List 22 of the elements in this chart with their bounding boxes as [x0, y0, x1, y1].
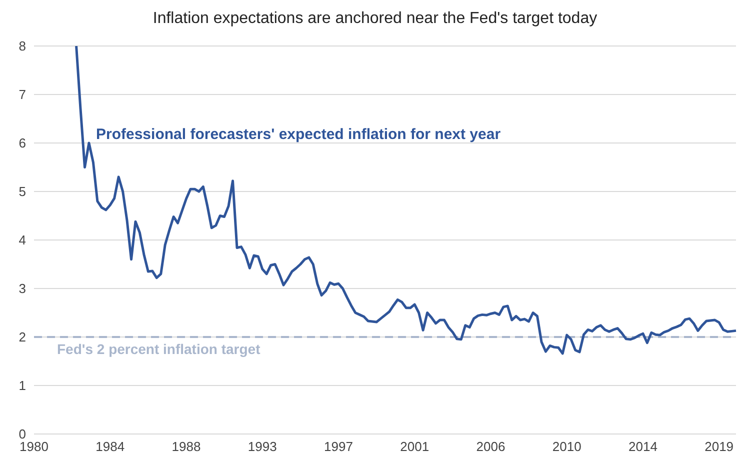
x-tick-label: 2001 — [400, 439, 430, 454]
y-tick-label: 8 — [18, 38, 26, 54]
y-tick-label: 0 — [18, 426, 26, 442]
y-tick-label: 6 — [18, 136, 26, 151]
ref-line-label: Fed's 2 percent inflation target — [57, 341, 261, 357]
x-tick-label: 1997 — [324, 439, 353, 454]
x-tick-label: 1988 — [172, 439, 201, 454]
x-tick-label: 1980 — [20, 439, 48, 454]
y-tick-label: 5 — [18, 184, 26, 200]
y-tick-label: 1 — [18, 378, 26, 394]
chart-title: Inflation expectations are anchored near the Fed's target today — [152, 9, 598, 29]
x-tick-label: 2019 — [704, 439, 734, 454]
x-tick-label: 2010 — [552, 439, 582, 454]
x-tick-label: 2006 — [476, 439, 506, 454]
x-tick-label: 1993 — [248, 439, 277, 454]
y-tick-label: 2 — [18, 330, 26, 345]
x-tick-label: 2014 — [628, 439, 658, 454]
y-tick-label: 7 — [18, 87, 26, 102]
x-tick-label: 1984 — [96, 439, 125, 454]
series-label: Professional forecasters' expected inflation for next year — [96, 126, 501, 143]
y-tick-label: 4 — [18, 232, 26, 248]
y-tick-label: 3 — [18, 281, 26, 296]
